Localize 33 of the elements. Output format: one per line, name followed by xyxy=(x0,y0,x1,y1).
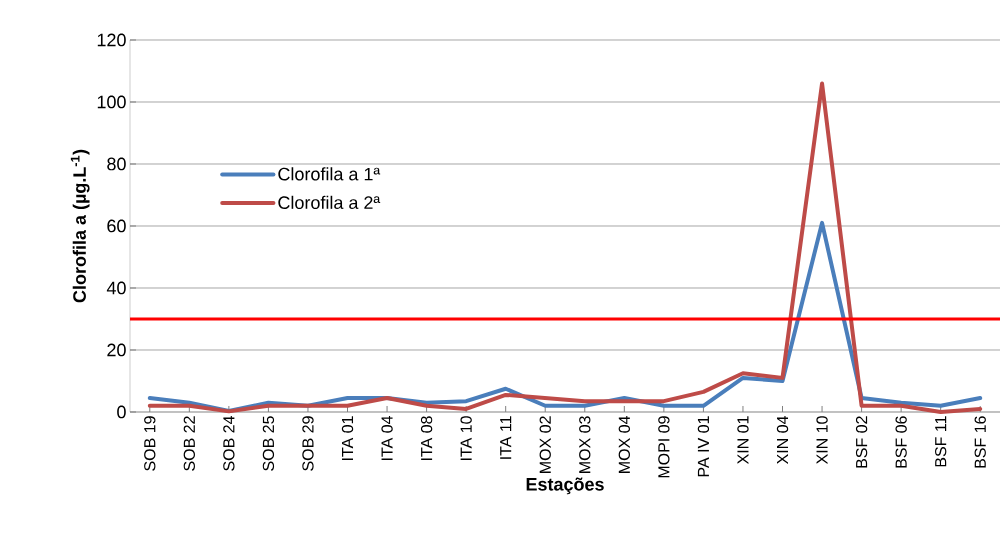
y-tick-label: 0 xyxy=(117,405,126,419)
x-tick-label: SOB 19 xyxy=(144,416,156,471)
legend-label: Clorofila a 1ª xyxy=(278,167,381,181)
x-tick-label: SOB 25 xyxy=(262,416,275,471)
x-tick-label: MOX 03 xyxy=(579,416,591,473)
x-tick-label: BSF 16 xyxy=(974,416,986,468)
x-axis-title: Estações xyxy=(526,477,604,495)
y-axis-title: Clorofila a (µg.L$^{-1}$) xyxy=(70,149,90,303)
x-tick-label: XIN 10 xyxy=(816,416,828,465)
x-tick-label: ITA 08 xyxy=(420,416,433,460)
y-tick-label: 20 xyxy=(107,343,126,357)
x-tick-label: PA IV 01 xyxy=(697,416,710,477)
y-tick-label: 80 xyxy=(107,157,126,171)
legend-label: Clorofila a 2ª xyxy=(278,195,381,209)
y-tick-label: 100 xyxy=(97,95,126,109)
x-tick-label: BSF 11 xyxy=(935,416,947,467)
x-tick-label: BSF 06 xyxy=(895,416,907,468)
x-tick-label: ITA 11 xyxy=(500,416,512,459)
y-tick-label: 60 xyxy=(107,219,126,233)
x-tick-label: XIN 04 xyxy=(776,416,789,465)
x-tick-label: MOX 04 xyxy=(618,416,630,473)
x-tick-label: SOB 29 xyxy=(302,416,314,471)
x-tick-label: SOB 24 xyxy=(223,416,235,471)
x-tick-label: ITA 04 xyxy=(381,416,393,460)
x-tick-label: ITA 01 xyxy=(341,416,354,460)
x-tick-label: SOB 22 xyxy=(183,416,195,471)
x-tick-label: MOX 02 xyxy=(539,416,551,473)
y-tick-label: 40 xyxy=(106,281,126,295)
x-tick-label: ITA 10 xyxy=(460,416,472,460)
x-tick-label: BSF 02 xyxy=(855,416,868,468)
y-tick-label: 120 xyxy=(97,33,126,47)
x-tick-label: XIN 01 xyxy=(737,416,749,465)
x-tick-label: MOPI 09 xyxy=(658,416,670,478)
